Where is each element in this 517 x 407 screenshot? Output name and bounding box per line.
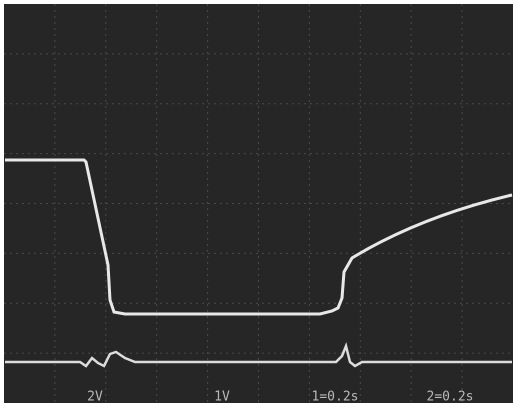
graticule [4, 4, 513, 403]
scale-label: 2=0.2s [427, 390, 474, 405]
scale-label: 1V [214, 390, 230, 405]
scale-label: 2V [87, 390, 103, 405]
trace-2 [5, 341, 512, 368]
trace-1 [5, 158, 513, 316]
scale-label: 1=0.2s [312, 390, 359, 405]
